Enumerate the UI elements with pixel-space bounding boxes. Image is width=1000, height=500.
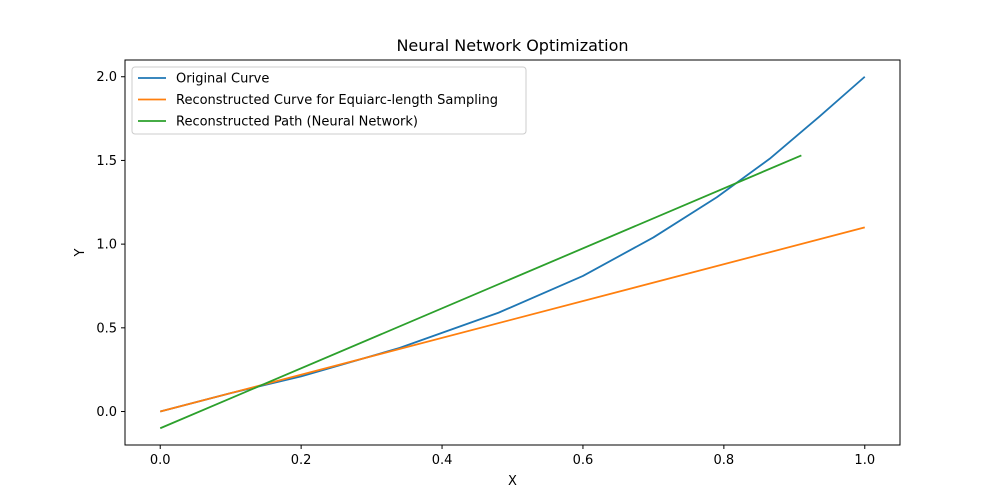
y-tick-label: 0.0	[96, 405, 117, 420]
x-tick-label: 0.2	[291, 453, 312, 468]
x-tick-label: 1.0	[854, 453, 875, 468]
x-tick-label: 0.6	[573, 453, 594, 468]
legend-label: Reconstructed Path (Neural Network)	[176, 115, 418, 130]
x-tick-label: 0.0	[150, 453, 171, 468]
legend-label: Original Curve	[176, 72, 269, 87]
x-axis-label: X	[508, 474, 517, 489]
y-axis-label: Y	[73, 248, 88, 257]
legend-label: Reconstructed Curve for Equiarc-length S…	[176, 93, 498, 108]
y-tick-label: 0.5	[96, 321, 117, 336]
x-tick-label: 0.8	[714, 453, 735, 468]
reconstructed-curve-line	[160, 226, 865, 413]
y-tick-label: 1.5	[96, 154, 117, 169]
y-axis-ticks: 0.0 0.5 1.0 1.5 2.0	[96, 70, 125, 420]
y-tick-label: 1.0	[96, 238, 117, 253]
legend-box	[131, 66, 527, 135]
axes-frame	[124, 59, 901, 446]
legend: Original Curve Reconstructed Curve for Eq…	[131, 66, 527, 135]
y-tick-label: 2.0	[96, 70, 117, 85]
series-lines	[159, 76, 866, 430]
original-curve-line	[160, 76, 866, 413]
chart-title: Neural Network Optimization	[396, 36, 628, 55]
reconstructed-path-line	[159, 154, 802, 430]
x-tick-label: 0.4	[432, 453, 453, 468]
x-axis-ticks: 0.0 0.2 0.4 0.6 0.8 1.0	[150, 445, 875, 468]
